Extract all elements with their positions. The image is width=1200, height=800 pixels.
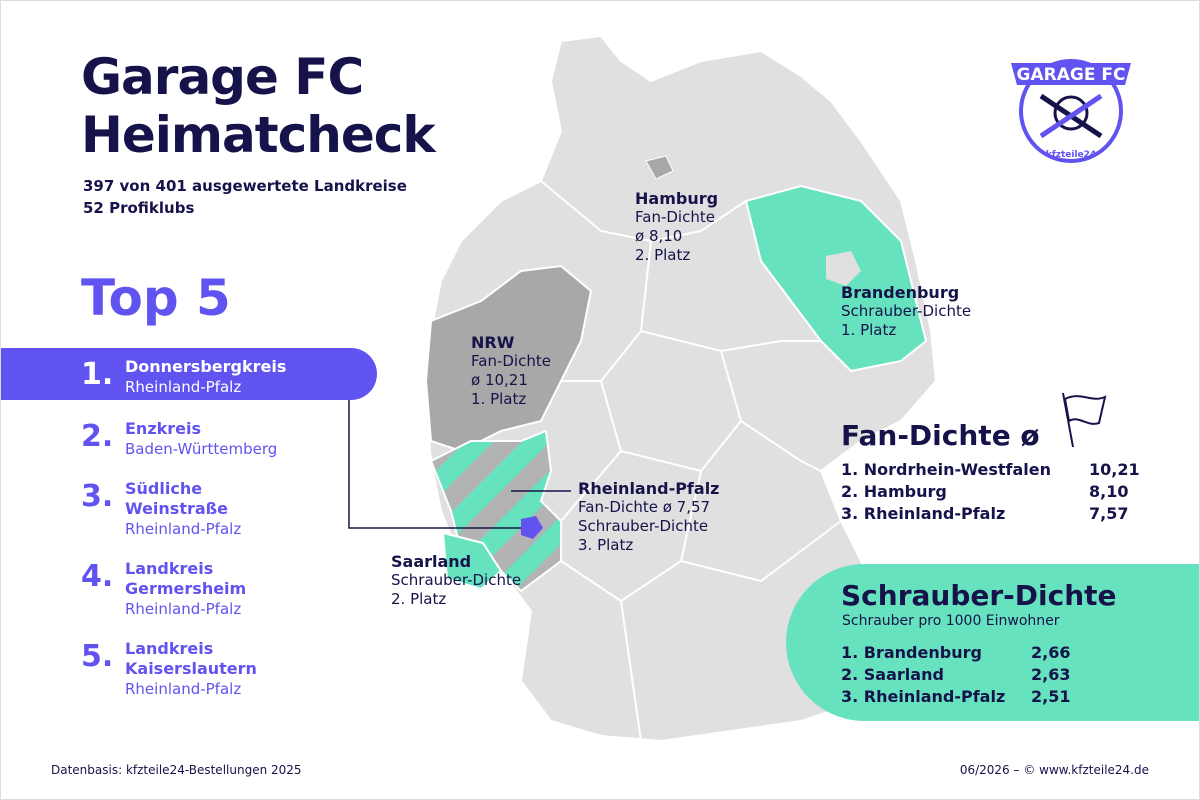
- nrw: [424, 264, 593, 453]
- map-label-line: Fan-Dichte: [471, 352, 551, 370]
- row-value: 10,21: [1089, 460, 1140, 479]
- top5-item: 2. Enzkreis Baden-Württemberg: [81, 419, 381, 479]
- item-state: Rheinland-Pfalz: [125, 378, 242, 396]
- copyright: 06/2026 – © www.kfzteile24.de: [959, 763, 1149, 777]
- row-label: 1. Brandenburg: [841, 643, 982, 662]
- map-label-line: Schrauber-Dichte: [578, 517, 709, 535]
- rank: 5.: [81, 639, 114, 674]
- name-line: Kaiserslautern: [125, 659, 257, 678]
- map-label-line: 2. Platz: [391, 590, 447, 608]
- name-line: Weinstraße: [125, 499, 229, 518]
- row-value: 2,51: [1031, 687, 1071, 706]
- donnersbergkreis: [521, 516, 543, 539]
- logo-text: GARAGE FC: [1017, 65, 1126, 85]
- map-label-line: Schrauber-Dichte: [841, 302, 972, 320]
- map-label-name: Saarland: [391, 552, 472, 571]
- screwer-title: Schrauber-Dichte: [841, 579, 1117, 612]
- map-label: Hamburg Fan-Dichte ø 8,10 2. Platz: [635, 189, 718, 265]
- map-label-line: 2. Platz: [635, 246, 691, 264]
- name-line: Südliche: [125, 479, 203, 498]
- name-line: Landkreis: [125, 559, 214, 578]
- map-label-name: Rheinland-Pfalz: [578, 479, 720, 498]
- saarland: [441, 531, 503, 591]
- berlin: [826, 251, 861, 286]
- map-label-line: ø 8,10: [635, 227, 683, 245]
- name-line: Donnersbergkreis: [125, 357, 287, 376]
- row-label: 3. Rheinland-Pfalz: [841, 504, 1006, 523]
- map-label-line: ø 10,21: [471, 371, 528, 389]
- item-state: Rheinland-Pfalz: [125, 520, 242, 538]
- map-label-name: Brandenburg: [841, 283, 960, 302]
- name-line: Germersheim: [125, 579, 247, 598]
- top5-item: 3. Südliche Weinstraße Rheinland-Pfalz: [81, 479, 381, 539]
- row-label: 3. Rheinland-Pfalz: [841, 687, 1006, 706]
- top5-item: 1. Donnersbergkreis Rheinland-Pfalz: [81, 357, 381, 417]
- map-label-line: Fan-Dichte: [635, 208, 715, 226]
- map-label-line: 1. Platz: [471, 390, 527, 408]
- logo: GARAGE FC kfzteile24: [1011, 59, 1131, 163]
- hamburg: [645, 155, 674, 180]
- state-borders: [540, 180, 842, 742]
- row-label: 1. Nordrhein-Westfalen: [841, 460, 1052, 479]
- item-name: Enzkreis Baden-Württemberg: [125, 419, 277, 459]
- rank: 1.: [81, 357, 114, 392]
- screwer-subtitle: Schrauber pro 1000 Einwohner: [842, 613, 1060, 629]
- item-name: Südliche Weinstraße Rheinland-Pfalz: [125, 479, 241, 539]
- fan-title: Fan-Dichte ø: [841, 419, 1040, 452]
- top5-title: Top 5: [81, 269, 231, 327]
- row-value: 2,63: [1031, 665, 1071, 684]
- row-label: 2. Saarland: [841, 665, 944, 684]
- item-name: Landkreis Kaiserslautern Rheinland-Pfalz: [125, 639, 257, 699]
- subtitle: 52 Profiklubs: [83, 199, 195, 217]
- top5-item: 4. Landkreis Germersheim Rheinland-Pfalz: [81, 559, 381, 619]
- name-line: Enzkreis: [125, 419, 202, 438]
- subtitle: 397 von 401 ausgewertete Landkreise: [83, 177, 407, 195]
- name-line: Landkreis: [125, 639, 214, 658]
- map-label-line: Fan-Dichte ø 7,57: [578, 498, 711, 516]
- item-name: Donnersbergkreis Rheinland-Pfalz: [125, 357, 286, 397]
- logo-subtext: kfzteile24: [1046, 150, 1096, 160]
- map-label-line: Schrauber-Dichte: [391, 571, 522, 589]
- rank: 3.: [81, 479, 114, 514]
- map-label-line: 3. Platz: [578, 536, 634, 554]
- map-label-name: NRW: [471, 333, 515, 352]
- row-value: 8,10: [1089, 482, 1129, 501]
- connector: [348, 378, 521, 529]
- top5-item: 5. Landkreis Kaiserslautern Rheinland-Pfalz: [81, 639, 381, 699]
- item-state: Rheinland-Pfalz: [125, 600, 242, 618]
- row-value: 2,66: [1031, 643, 1071, 662]
- map-label-name: Hamburg: [635, 189, 719, 208]
- row-label: 2. Hamburg: [841, 482, 947, 501]
- map-label: Brandenburg Schrauber-Dichte 1. Platz: [841, 283, 971, 340]
- screwer-panel: [786, 564, 1199, 721]
- title: Garage FC: [81, 48, 364, 106]
- source: Datenbasis: kfzteile24-Bestellungen 2025: [51, 763, 302, 777]
- item-name: Landkreis Germersheim Rheinland-Pfalz: [125, 559, 246, 619]
- rank: 2.: [81, 419, 114, 454]
- map-label: Rheinland-Pfalz Fan-Dichte ø 7,57 Schraube…: [578, 479, 719, 555]
- map-label-line: 1. Platz: [841, 321, 897, 339]
- title: Heimatcheck: [81, 106, 436, 164]
- map-label: NRW Fan-Dichte ø 10,21 1. Platz: [471, 333, 551, 409]
- flag-icon: [1062, 392, 1107, 448]
- item-state: Baden-Württemberg: [125, 440, 278, 458]
- map-label: Saarland Schrauber-Dichte 2. Platz: [391, 552, 521, 609]
- row-value: 7,57: [1089, 504, 1129, 523]
- highlight: [1, 348, 377, 400]
- rank: 4.: [81, 559, 114, 594]
- item-state: Rheinland-Pfalz: [125, 680, 242, 698]
